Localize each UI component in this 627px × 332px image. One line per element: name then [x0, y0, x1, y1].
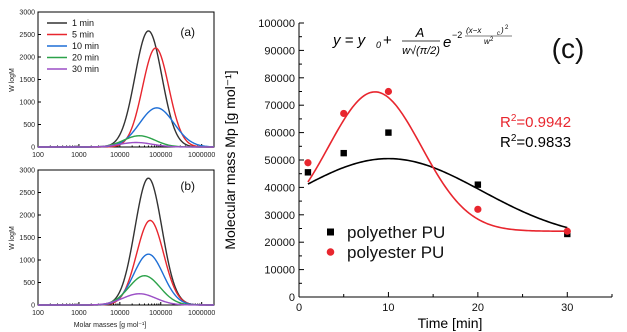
- x-tick-label: 1000000: [188, 310, 215, 317]
- panel-b-ylabel: W logM: [9, 226, 16, 250]
- panel-b-label: (b): [180, 179, 195, 193]
- equation-exp-coef: −2: [452, 30, 462, 40]
- data-point-square: [304, 169, 312, 176]
- x-tick-label: 100: [32, 152, 44, 159]
- equation-denominator: w√(π/2): [402, 45, 440, 57]
- equation-exp-sub: c: [497, 31, 500, 37]
- equation-subscript: 0: [376, 40, 381, 50]
- series-curve-5-min: [38, 219, 214, 306]
- r-squared-annotation: R2=0.9833: [500, 133, 571, 151]
- r2-value: =0.9833: [516, 134, 571, 151]
- y-tick-label: 1000: [19, 100, 35, 107]
- y-tick-label: 20000: [264, 237, 295, 249]
- series-curve-30-min: [38, 293, 214, 306]
- legend-label: 30 min: [72, 64, 99, 74]
- r2-prefix: R: [500, 134, 511, 151]
- panel-a-label: (a): [180, 25, 195, 39]
- series-curve-30-min: [38, 141, 214, 148]
- panel-c-label: (c): [552, 33, 585, 64]
- equation-exp-paren: ): [500, 26, 504, 35]
- panel-b-chart: 0 500 1000 1500 2000 2500 3000 100 1000 10000 100…: [9, 168, 215, 330]
- legend-label: 20 min: [72, 53, 99, 63]
- panel-c-xlabel: Time [min]: [418, 315, 483, 331]
- series-curve-1-min: [38, 177, 214, 306]
- y-tick-label: 0: [31, 303, 35, 310]
- panel-a-ylabel: W logM: [9, 68, 16, 92]
- x-tick-label: 20: [472, 302, 484, 314]
- equation-plus: +: [383, 32, 392, 49]
- series-curve-1-min: [38, 30, 214, 148]
- x-tick-label: 100: [32, 310, 44, 317]
- equation-exp-num: (x−x: [466, 26, 482, 35]
- r2-value: =0.9942: [516, 114, 571, 131]
- y-tick-label: 10000: [264, 265, 295, 277]
- x-tick-label: 0: [296, 302, 302, 314]
- x-tick-label: 1000: [71, 152, 87, 159]
- y-tick-label: 1500: [19, 77, 35, 84]
- y-tick-label: 50000: [264, 155, 295, 167]
- y-tick-label: 80000: [264, 73, 295, 85]
- data-point-circle: [384, 87, 393, 96]
- data-point-circle: [474, 205, 482, 213]
- x-tick-label: 100000: [149, 152, 172, 159]
- r-squared-annotation: R2=0.9942: [500, 113, 571, 131]
- y-tick-label: 500: [23, 122, 35, 129]
- y-tick-label: 30000: [264, 210, 295, 222]
- y-tick-label: 500: [23, 280, 35, 287]
- equation-exp-den: w: [484, 37, 491, 46]
- legend-label: 1 min: [72, 18, 94, 28]
- y-tick-label: 2500: [19, 32, 35, 39]
- y-tick-label: 3000: [19, 168, 35, 175]
- x-tick-label: 1000000: [188, 152, 215, 159]
- data-point-circle: [563, 227, 571, 235]
- legend-label: polyester PU: [347, 243, 444, 262]
- y-tick-label: 60000: [264, 128, 295, 140]
- data-point-circle: [304, 159, 312, 167]
- y-tick-label: 2000: [19, 55, 35, 62]
- x-tick-label: 10000: [110, 310, 130, 317]
- data-point-square: [474, 181, 482, 188]
- r2-superscript: 2: [511, 133, 517, 144]
- x-tick-label: 100000: [149, 310, 172, 317]
- r2-superscript: 2: [511, 113, 517, 124]
- x-tick-label: 30: [561, 302, 573, 314]
- data-point-square: [385, 129, 392, 136]
- y-tick-label: 2000: [19, 213, 35, 220]
- x-tick-label: 10000: [110, 152, 130, 159]
- legend-label: 10 min: [72, 41, 99, 51]
- series-curve-20-min: [38, 275, 214, 306]
- y-tick-label: 0: [31, 145, 35, 152]
- data-point-circle: [340, 109, 348, 118]
- data-point-square: [340, 149, 347, 157]
- panel-b-xlabel: Molar masses [g mol⁻¹]: [74, 322, 147, 329]
- y-tick-label: 70000: [264, 100, 295, 112]
- x-tick-label: 1000: [71, 310, 87, 317]
- r2-prefix: R: [500, 114, 511, 131]
- legend-marker-square: [327, 228, 334, 236]
- series-curve-5-min: [38, 47, 215, 148]
- panel-c-chart: 0 10000 20000 30000 40000 50000 60000 70000 8000…: [222, 18, 613, 331]
- equation-exp-num-power: 2: [505, 25, 509, 31]
- y-tick-label: 100000: [258, 18, 295, 30]
- panel-c-ylabel: Molecular mass Mp [g mol⁻¹]: [222, 70, 238, 249]
- y-tick-label: 3000: [19, 10, 35, 17]
- equation-exp-base: e: [443, 34, 451, 51]
- legend-label: polyether PU: [347, 223, 445, 242]
- y-tick-label: 90000: [264, 45, 295, 57]
- fit-curve-0: [307, 157, 568, 229]
- legend-label: 5 min: [72, 30, 94, 40]
- fit-curve-1: [307, 91, 568, 233]
- equation-exp-den-power: 2: [490, 37, 494, 43]
- panel-a-chart: 0 500 1000 1500 2000 2500 3000 100 1000 10000 100…: [9, 10, 215, 160]
- equation-lhs: y = y: [332, 32, 367, 49]
- legend-marker-circle: [326, 248, 335, 256]
- y-tick-label: 1500: [19, 235, 35, 242]
- y-tick-label: 0: [289, 292, 295, 304]
- x-tick-label: 10: [382, 302, 394, 314]
- y-tick-label: 40000: [264, 182, 295, 194]
- y-tick-label: 1000: [19, 258, 35, 265]
- y-tick-label: 2500: [19, 190, 35, 197]
- equation-numerator: A: [415, 25, 425, 40]
